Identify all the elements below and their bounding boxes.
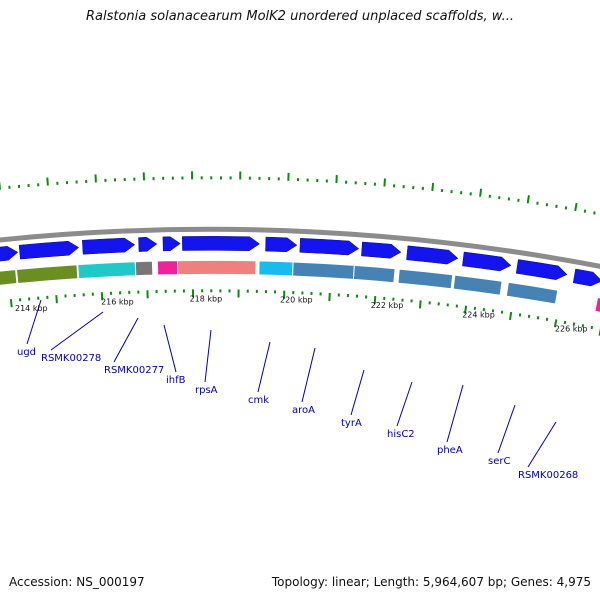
gene-label-leader [497,404,516,454]
forward-gene-arrow [462,251,512,272]
cog-category-band [594,296,600,313]
gene-label: cmk [248,395,269,406]
scale-tick [328,292,331,301]
scale-tick [518,313,522,317]
cog-category-band [397,268,454,290]
gene-label-leader [301,347,316,403]
forward-gene-arrow [515,259,568,280]
map-title: Ralstonia solanacearum MolK2 unordered u… [85,9,514,24]
kbp-label: 214 kbp [15,304,48,313]
cog-category-band [176,259,257,276]
scale-tick [590,325,594,330]
forward-gene-arrow [572,268,600,287]
gene-label: RSMK00268 [518,470,578,481]
cog-category-band [505,281,559,305]
scale-tick [9,299,13,308]
gene-label-leader [257,341,271,393]
kbp-label: 218 kbp [190,294,223,303]
backbone [0,226,600,269]
forward-gene-arrow [18,240,80,260]
gene-label: rpsA [195,385,218,396]
scale-tick [545,203,549,207]
cog-category-band [292,261,355,280]
gene-label-leader [527,421,557,468]
scale-tick [564,206,568,210]
gene-label-leader [163,324,177,373]
outer-scale-ticks [0,171,596,215]
scale-tick [553,319,558,328]
kbp-label: 220 kbp [280,296,313,305]
forward-gene-arrow [265,236,298,253]
scale-tick [526,195,530,204]
scale-tick [383,178,386,187]
scale-tick [431,182,435,192]
forward-gene-arrow [82,237,136,255]
scale-tick [572,322,576,326]
scale-tick [583,209,587,213]
gene-label-leader [26,299,42,345]
accession-text: Accession: NS_000197 [9,575,145,589]
gene-label: pheA [437,445,463,456]
scale-tick [509,311,513,321]
gene-label: serC [488,456,510,467]
cog-category-band [77,261,137,280]
scale-tick [555,204,558,208]
forward-gene-arrow [182,236,260,251]
gene-label: aroA [292,405,315,416]
cog-category-band [0,269,18,286]
gene-label-leader [113,317,139,363]
forward-gene-arrow [138,237,158,252]
cog-category-band [134,260,154,277]
forward-gene-arrow [406,245,459,265]
scale-tick [479,188,483,197]
scale-tick [545,317,549,321]
kbp-label: 226 kbp [555,324,588,333]
gene-label: RSMK00278 [41,353,101,364]
scale-tick [464,305,468,314]
gene-label: ugd [17,347,36,358]
scale-tick [593,211,596,215]
gene-label-leader [396,381,413,427]
scale-tick [100,292,104,301]
topology-summary: Topology: linear; Length: 5,964,607 bp; … [271,575,591,589]
gene-label: ihfB [166,375,186,386]
backbone-line [0,226,600,269]
cog-category-band [156,260,179,276]
scale-tick [55,295,58,304]
forward-gene-arrow [162,236,181,252]
scale-tick [574,202,578,212]
gene-label-leader [350,369,365,416]
gene-features [0,236,600,313]
scale-tick [536,316,540,320]
scale-tick [418,300,422,309]
kbp-label: 222 kbp [371,301,404,310]
cog-category-band [352,264,396,284]
gene-label-leader [446,384,464,443]
kbp-labels: 214 kbp 216 kbp 218 kbp 220 kbp 222 kbp 224 k… [15,294,588,333]
scale-tick [536,201,539,205]
scale-tick [46,177,49,186]
cog-category-band [258,260,294,277]
forward-gene-arrow [0,246,19,262]
scale-tick [527,314,531,318]
gene-label-leader [50,311,104,351]
inner-scale-ticks [9,289,600,336]
scale-tick [373,296,377,305]
forward-gene-arrow [361,241,402,259]
cog-category-band [15,264,79,285]
gene-label: RSMK00277 [104,365,164,376]
kbp-label: 216 kbp [101,297,134,306]
scale-tick [581,324,585,328]
gene-label: tyrA [341,418,362,429]
cog-category-band [452,274,503,296]
kbp-label: 224 kbp [462,310,495,319]
gene-label-leader [204,329,212,383]
forward-gene-arrow [299,238,360,256]
gene-label: hisC2 [387,429,415,440]
scale-tick [563,320,567,325]
